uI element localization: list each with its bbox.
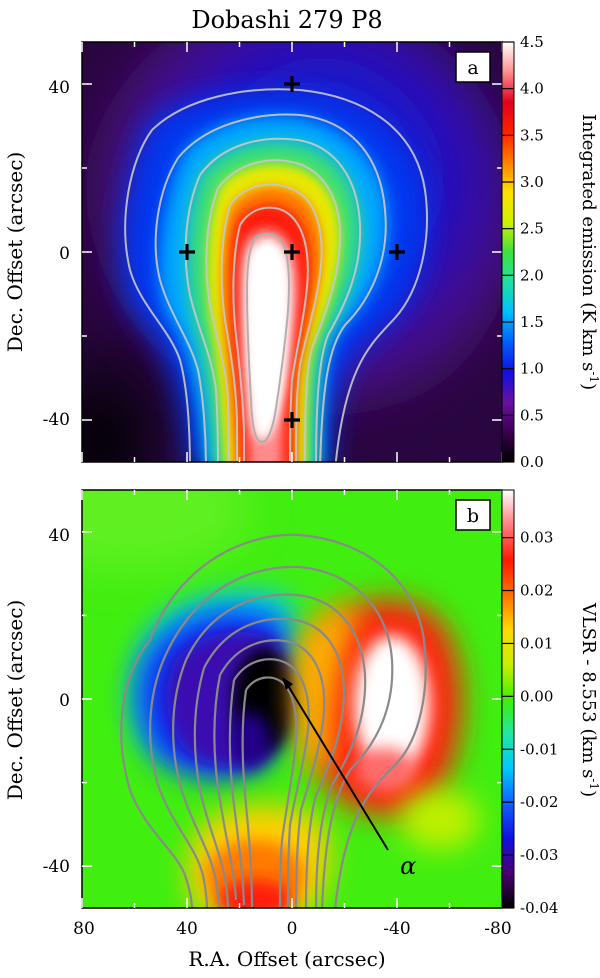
panel-b-ylabel: Dec. Offset (arcsec) bbox=[3, 600, 27, 800]
panel-a: a 40 0 -40 Dec. Offset (arcsec) 0.0 0.5 1.… bbox=[3, 33, 600, 471]
colorbar-tick-label-4: -0.01 bbox=[520, 740, 558, 758]
panel-a-colorbar bbox=[501, 41, 515, 463]
colorbar-tick-label-3: 1.5 bbox=[520, 313, 544, 331]
panel-a-ytick-label-0: 40 bbox=[48, 78, 70, 98]
panel-a-colorbar-label-main: Integrated emission (K km s bbox=[578, 114, 599, 372]
colorbar-tick-label-6: -0.03 bbox=[520, 846, 558, 864]
colorbar-tick-label-0: 0.0 bbox=[520, 453, 544, 471]
panel-b-colorbar-label-sup: -1 bbox=[587, 778, 600, 790]
colorbar-tick-label-1: 0.02 bbox=[520, 582, 553, 600]
panel-a-colorbar-label-sup: -1 bbox=[587, 371, 600, 383]
panel-a-ylabel: Dec. Offset (arcsec) bbox=[3, 152, 27, 352]
panel-b: α b 40 0 -40 80 40 0 -40 -80 R.A. Offset… bbox=[3, 489, 600, 971]
panel-b-colorbar-label-close: ) bbox=[578, 790, 599, 797]
annotation-alpha: α bbox=[400, 852, 416, 880]
panel-b-label-box bbox=[455, 499, 491, 531]
panel-b-xtick-label-1: 40 bbox=[176, 919, 198, 939]
panel-a-label-box bbox=[455, 51, 491, 83]
panel-b-xlabel: R.A. Offset (arcsec) bbox=[188, 947, 385, 971]
colorbar-tick-label-8: 4.0 bbox=[520, 80, 544, 98]
panel-a-label: a bbox=[467, 57, 478, 79]
plus-marker-1 bbox=[179, 244, 195, 260]
plus-marker-3 bbox=[389, 244, 405, 260]
plus-marker-0 bbox=[284, 76, 300, 92]
panel-b-ytick-label-2: -40 bbox=[43, 857, 70, 877]
panel-b-ytick-label-0: 40 bbox=[48, 526, 70, 546]
panel-a-colorbar-ticks: 0.0 0.5 1.0 1.5 2.0 2.5 3.0 3.5 4.0 4.5 bbox=[502, 33, 544, 471]
panel-a-ytick-label-2: -40 bbox=[43, 410, 70, 430]
panel-a-markers bbox=[179, 76, 405, 428]
plus-marker-2 bbox=[284, 244, 300, 260]
colorbar-tick-label-1: 0.5 bbox=[520, 406, 544, 424]
panel-b-colorbar-label: VLSR - 8.553 (km s-1) bbox=[578, 602, 600, 797]
panel-a-ytick-label-1: 0 bbox=[59, 244, 70, 264]
panel-b-image bbox=[82, 490, 502, 908]
panel-a-colorbar-label: Integrated emission (K km s-1) bbox=[578, 114, 600, 390]
panel-b-label: b bbox=[467, 505, 479, 527]
panel-b-colorbar bbox=[501, 489, 515, 909]
colorbar-tick-label-2: 0.01 bbox=[520, 634, 553, 652]
panel-a-ticks bbox=[81, 42, 503, 462]
panel-b-xtick-label-4: -80 bbox=[484, 919, 511, 939]
panel-a-image bbox=[82, 42, 502, 462]
colorbar-tick-label-3: 0.00 bbox=[520, 687, 553, 705]
annotation-arrow bbox=[286, 683, 389, 851]
colorbar-tick-label-9: 4.5 bbox=[520, 33, 544, 51]
panel-a-colorbar-label-close: ) bbox=[578, 383, 599, 390]
colorbar-tick-label-5: 2.5 bbox=[520, 220, 544, 238]
colorbar-tick-label-5: -0.02 bbox=[520, 793, 558, 811]
colorbar-tick-label-2: 1.0 bbox=[520, 360, 544, 378]
panel-b-xtick-label-2: 0 bbox=[287, 919, 298, 939]
colorbar-tick-label-7: 3.5 bbox=[520, 126, 544, 144]
colorbar-tick-label-6: 3.0 bbox=[520, 173, 544, 191]
panel-b-colorbar-ticks: 0.03 0.02 0.01 0.00 -0.01 -0.02 -0.03 -0.04 bbox=[502, 529, 558, 917]
figure-title: Dobashi 279 P8 bbox=[191, 6, 382, 34]
panel-b-xtick-label-0: 80 bbox=[73, 919, 95, 939]
plus-marker-4 bbox=[284, 412, 300, 428]
panel-b-colorbar-label-main: VLSR - 8.553 (km s bbox=[578, 602, 599, 779]
colorbar-tick-label-7: -0.04 bbox=[520, 899, 558, 917]
panel-b-xtick-label-3: -40 bbox=[383, 919, 410, 939]
colorbar-tick-label-4: 2.0 bbox=[520, 266, 544, 284]
colorbar-tick-label-0: 0.03 bbox=[520, 529, 553, 547]
panel-b-ticks bbox=[81, 490, 503, 908]
panel-b-ytick-label-1: 0 bbox=[59, 691, 70, 711]
